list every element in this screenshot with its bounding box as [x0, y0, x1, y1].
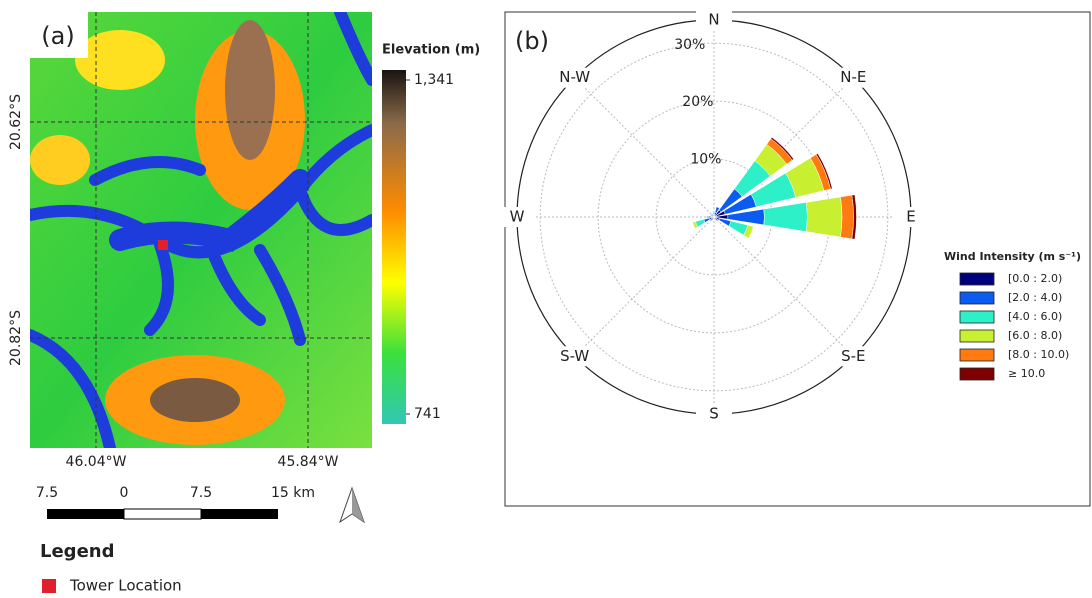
legend-title: Legend — [40, 541, 114, 562]
rose-segment — [712, 214, 713, 215]
legend-swatch — [960, 273, 994, 285]
legend-swatch — [960, 368, 994, 380]
scale-label: 0 — [120, 485, 129, 501]
rose-segment — [764, 202, 807, 231]
legend-swatch — [960, 292, 994, 304]
windrose: 10% 20% 30%N N-E E S-E S S-W W N-W — [499, 10, 929, 424]
rose-segment — [840, 195, 853, 239]
r-tick-label: 30% — [674, 37, 705, 53]
r-tick-label: 10% — [690, 152, 721, 168]
colorbar-tick-label: 741 — [414, 406, 441, 422]
legend-label: [0.0 : 2.0) — [1008, 272, 1062, 285]
elevation-map — [30, 12, 372, 448]
lon-label: 45.84°W — [278, 454, 339, 470]
rose-segment — [715, 219, 716, 220]
legend-swatch — [960, 330, 994, 342]
legend-swatch — [960, 311, 994, 323]
colorbar — [382, 70, 406, 424]
scalebar — [47, 509, 278, 519]
spoke — [575, 217, 714, 356]
lat-label: 20.82°S — [8, 310, 24, 366]
lon-label: 46.04°W — [66, 454, 127, 470]
figure: (a) 20.62°S 20.82°S 46.04°W 45.84°W Elev… — [0, 0, 1092, 594]
direction-label: N — [708, 11, 719, 29]
colorbar-tick-label: 1,341 — [414, 72, 454, 88]
direction-label: S-E — [841, 347, 865, 365]
rose-segment — [706, 216, 708, 218]
r-tick-label: 20% — [682, 94, 713, 110]
direction-label: W — [510, 208, 525, 226]
spoke — [714, 217, 853, 356]
direction-label: S-W — [560, 347, 589, 365]
direction-label: S — [709, 405, 719, 423]
colorbar-title: Elevation (m) — [382, 43, 480, 58]
direction-label: N-W — [559, 68, 590, 86]
direction-label: E — [906, 208, 915, 226]
panel-label: (a) — [41, 22, 74, 50]
rose-segment — [806, 197, 842, 237]
legend-label: [8.0 : 10.0) — [1008, 348, 1069, 361]
scale-label: 15 km — [271, 485, 315, 501]
legend-swatch — [42, 579, 56, 593]
scale-label: 7.5 — [190, 485, 212, 501]
direction-label: N-E — [840, 68, 866, 86]
legend-label: Tower Location — [69, 577, 182, 595]
legend-label: [2.0 : 4.0) — [1008, 291, 1062, 304]
panel-label: (b) — [515, 27, 549, 55]
legend-label: ≥ 10.0 — [1008, 367, 1045, 380]
legend-title: Wind Intensity (m s⁻¹) — [944, 250, 1081, 263]
legend-label: [4.0 : 6.0) — [1008, 310, 1062, 323]
lat-label: 20.62°S — [8, 94, 24, 150]
legend-label: [6.0 : 8.0) — [1008, 329, 1062, 342]
scale-label: 7.5 — [36, 485, 58, 501]
legend-swatch — [960, 349, 994, 361]
tower-marker — [158, 240, 168, 250]
